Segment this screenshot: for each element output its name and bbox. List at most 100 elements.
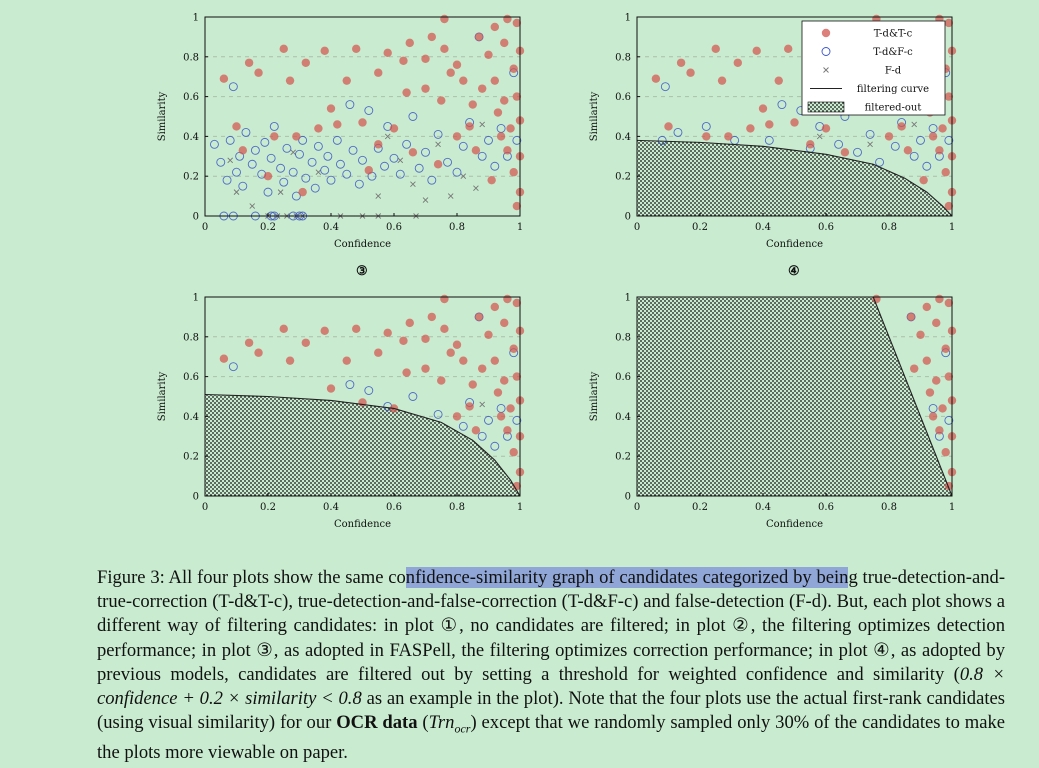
legend-marker-fd [823,67,829,73]
fd-point [867,141,873,148]
tdfc-point [916,135,925,145]
plot-frame [636,16,953,217]
fd-point [233,189,240,195]
tdtc-point [358,118,367,127]
tdtc-point [790,118,799,127]
tdfc-point [320,165,330,175]
tdtc-point [784,44,793,54]
tdtc-point [938,404,947,413]
tdtc-point [496,412,506,421]
y-tick-label: 0 [625,212,631,223]
x-tick-label: 0 [202,502,208,513]
x-tick-label: 0.6 [386,502,402,513]
tdtc-point [932,318,941,328]
x-tick-label: 1 [949,222,955,233]
tdfc-point [928,403,938,413]
figure-caption: Figure 3: All four plots show the same c… [97,566,1005,765]
x-tick-label: 0 [634,222,640,233]
tdtc-point [910,364,919,373]
tdtc-point [405,38,414,48]
tdfc-point [345,380,355,390]
tdtc-point [399,56,408,65]
tdtc-point [383,328,392,338]
tdtc-point [465,402,474,411]
tdtc-point [459,356,468,365]
tdtc-point [944,201,954,211]
x-tick-label: 1 [517,222,523,233]
tdtc-point [301,58,310,67]
tdtc-point [427,312,436,322]
x-tick-label: 1 [517,502,523,513]
tdtc-point [944,298,954,308]
legend-marker-tdtc [821,28,831,38]
x-tick-label: 0.2 [692,502,708,513]
tdtc-point [326,384,336,393]
tdtc-point [402,88,411,97]
tdtc-point [941,344,950,353]
tdtc-point [244,338,254,347]
plot-panel-1: 0 0.2 0.4 0.6 0.8 1 0 0.2 0.4 0.6 0.8 1 Confidence Si… [157,13,525,250]
tdfc-point [295,149,304,159]
tdfc-point [853,147,862,157]
tdtc-point [471,146,481,155]
tdfc-point [408,392,418,401]
tdfc-point [512,135,522,145]
tdfc-point [276,163,286,173]
fd-point [479,121,486,128]
tdfc-point [414,163,424,173]
tdtc-point [711,44,720,54]
tdfc-point [307,157,317,167]
y-tick-label: 0.4 [615,132,631,143]
tdfc-point [336,159,345,169]
tdtc-point [219,354,229,363]
tdtc-point [512,201,522,211]
tdtc-point [928,412,938,421]
tdtc-point [478,84,487,93]
tdtc-point [758,104,768,113]
tdfc-point [433,409,443,419]
tdtc-point [364,166,373,175]
tdfc-point [701,121,711,131]
tdtc-point [490,302,499,312]
tdfc-point [348,145,358,155]
tdfc-point [345,100,355,110]
y-tick-label: 0.2 [183,452,199,463]
tdtc-point [374,68,383,77]
tdfc-point [298,135,308,145]
tdfc-point [928,123,938,133]
legend-marker-tdfc [821,47,831,56]
tdfc-point [216,157,226,167]
fd-point [397,157,404,164]
caption-formula: 0.8 × confidence + 0.2 × similarity < 0.… [97,663,1005,710]
tdtc-point [440,324,449,334]
y-tick-label: 0.8 [183,52,199,63]
legend-marker-hatch [807,101,845,113]
y-tick-label: 0 [193,212,199,223]
caption-highlighted-selection[interactable]: nfidence-similarity graph of candidates … [405,567,849,588]
y-tick-label: 0.8 [183,332,199,343]
tdfc-point [232,167,241,177]
tdtc-point [440,14,449,24]
fd-point [816,133,823,140]
tdtc-point [421,334,430,343]
x-tick-label: 0.4 [323,222,339,233]
tdtc-point [500,96,509,105]
tdfc-point [301,173,311,183]
tdtc-point [358,398,367,407]
fd-point [479,401,486,408]
fd-point [375,193,382,199]
tdtc-point [468,380,477,389]
tdtc-point [941,448,950,457]
tdtc-point [512,298,522,308]
tdtc-point [465,122,474,131]
x-axis-label: Confidence [766,239,823,250]
tdfc-point [421,147,430,157]
tdtc-point [664,122,673,131]
tdfc-point [875,157,884,167]
tdfc-point [452,167,462,177]
tdfc-point [408,112,418,121]
tdtc-point [279,324,288,334]
y-tick-label: 1 [625,293,631,304]
y-tick-label: 0.6 [615,372,631,383]
tdfc-point [380,161,389,171]
